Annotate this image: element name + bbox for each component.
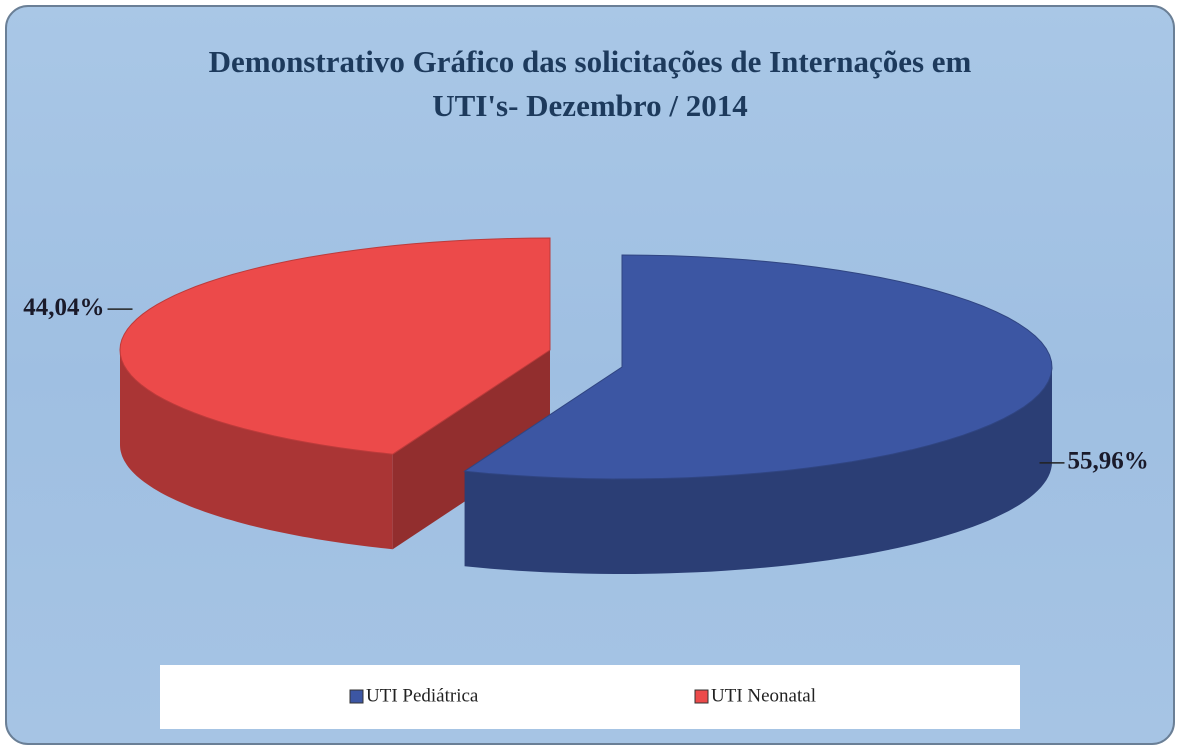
plot: 44,04% 55,96% bbox=[23, 237, 1149, 574]
legend-box bbox=[160, 665, 1020, 729]
slice-top bbox=[463, 254, 1053, 480]
data-label: 44,04% bbox=[23, 294, 104, 321]
legend-swatch bbox=[349, 689, 364, 704]
slice-wall bbox=[464, 367, 1052, 574]
legend-label: UTI Pediátrica bbox=[366, 685, 479, 706]
slice-wall bbox=[120, 350, 393, 550]
chart-background bbox=[5, 5, 1175, 745]
slice-side bbox=[392, 350, 550, 550]
legend-label: UTI Neonatal bbox=[711, 685, 816, 706]
legend-swatch bbox=[694, 689, 709, 704]
slice-top bbox=[119, 237, 551, 455]
data-label: 55,96% bbox=[1067, 448, 1148, 475]
chart-title: Demonstrativo Gráfico das solicitações d… bbox=[208, 44, 972, 123]
